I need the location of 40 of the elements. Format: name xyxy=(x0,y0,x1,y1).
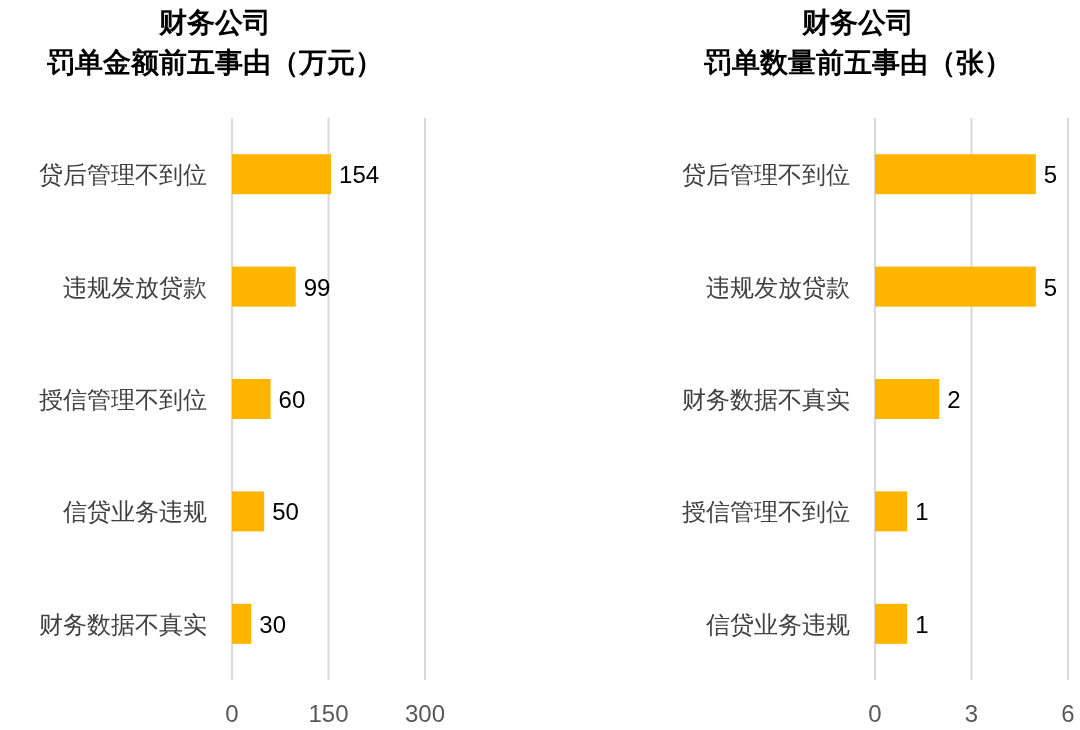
bar xyxy=(875,266,1036,307)
data-label: 1 xyxy=(915,498,929,526)
bar xyxy=(232,379,271,419)
bar xyxy=(875,379,940,419)
chart-subtitle: 罚单数量前五事由（张） xyxy=(703,47,1012,78)
bar xyxy=(232,491,265,532)
y-tick-label: 信贷业务违规 xyxy=(63,498,207,526)
y-tick-label: 贷后管理不到位 xyxy=(39,161,207,189)
y-tick-label: 违规发放贷款 xyxy=(63,273,207,301)
y-tick-label: 贷后管理不到位 xyxy=(682,161,850,189)
chart-subtitle: 罚单金额前五事由（万元） xyxy=(46,47,383,78)
data-label: 50 xyxy=(272,498,299,526)
data-label: 30 xyxy=(259,610,286,638)
bar xyxy=(232,266,296,307)
x-tick-label: 150 xyxy=(308,700,349,727)
data-label: 2 xyxy=(947,386,961,413)
y-tick-label: 授信管理不到位 xyxy=(682,498,850,526)
x-tick-label: 0 xyxy=(868,700,882,727)
x-tick-label: 3 xyxy=(964,700,979,727)
y-tick-label: 财务数据不真实 xyxy=(39,610,207,638)
bar xyxy=(232,603,252,644)
x-tick-label: 6 xyxy=(1061,700,1075,727)
chart-title: 财务公司 xyxy=(158,7,271,38)
y-tick-label: 信贷业务违规 xyxy=(706,610,850,638)
x-tick-label: 300 xyxy=(404,700,446,727)
y-tick-label: 财务数据不真实 xyxy=(682,386,850,413)
bar xyxy=(875,603,908,644)
data-label: 60 xyxy=(278,386,306,413)
y-tick-label: 授信管理不到位 xyxy=(39,386,207,413)
data-label: 154 xyxy=(339,161,380,189)
bar xyxy=(232,154,332,195)
data-label: 1 xyxy=(915,610,929,638)
y-tick-label: 违规发放贷款 xyxy=(706,273,850,301)
bar xyxy=(875,491,908,532)
chart-title: 财务公司 xyxy=(801,7,914,38)
data-label: 99 xyxy=(303,273,331,301)
data-label: 5 xyxy=(1043,161,1058,189)
bar xyxy=(875,154,1036,195)
data-label: 5 xyxy=(1043,273,1058,301)
x-tick-label: 0 xyxy=(225,700,239,727)
